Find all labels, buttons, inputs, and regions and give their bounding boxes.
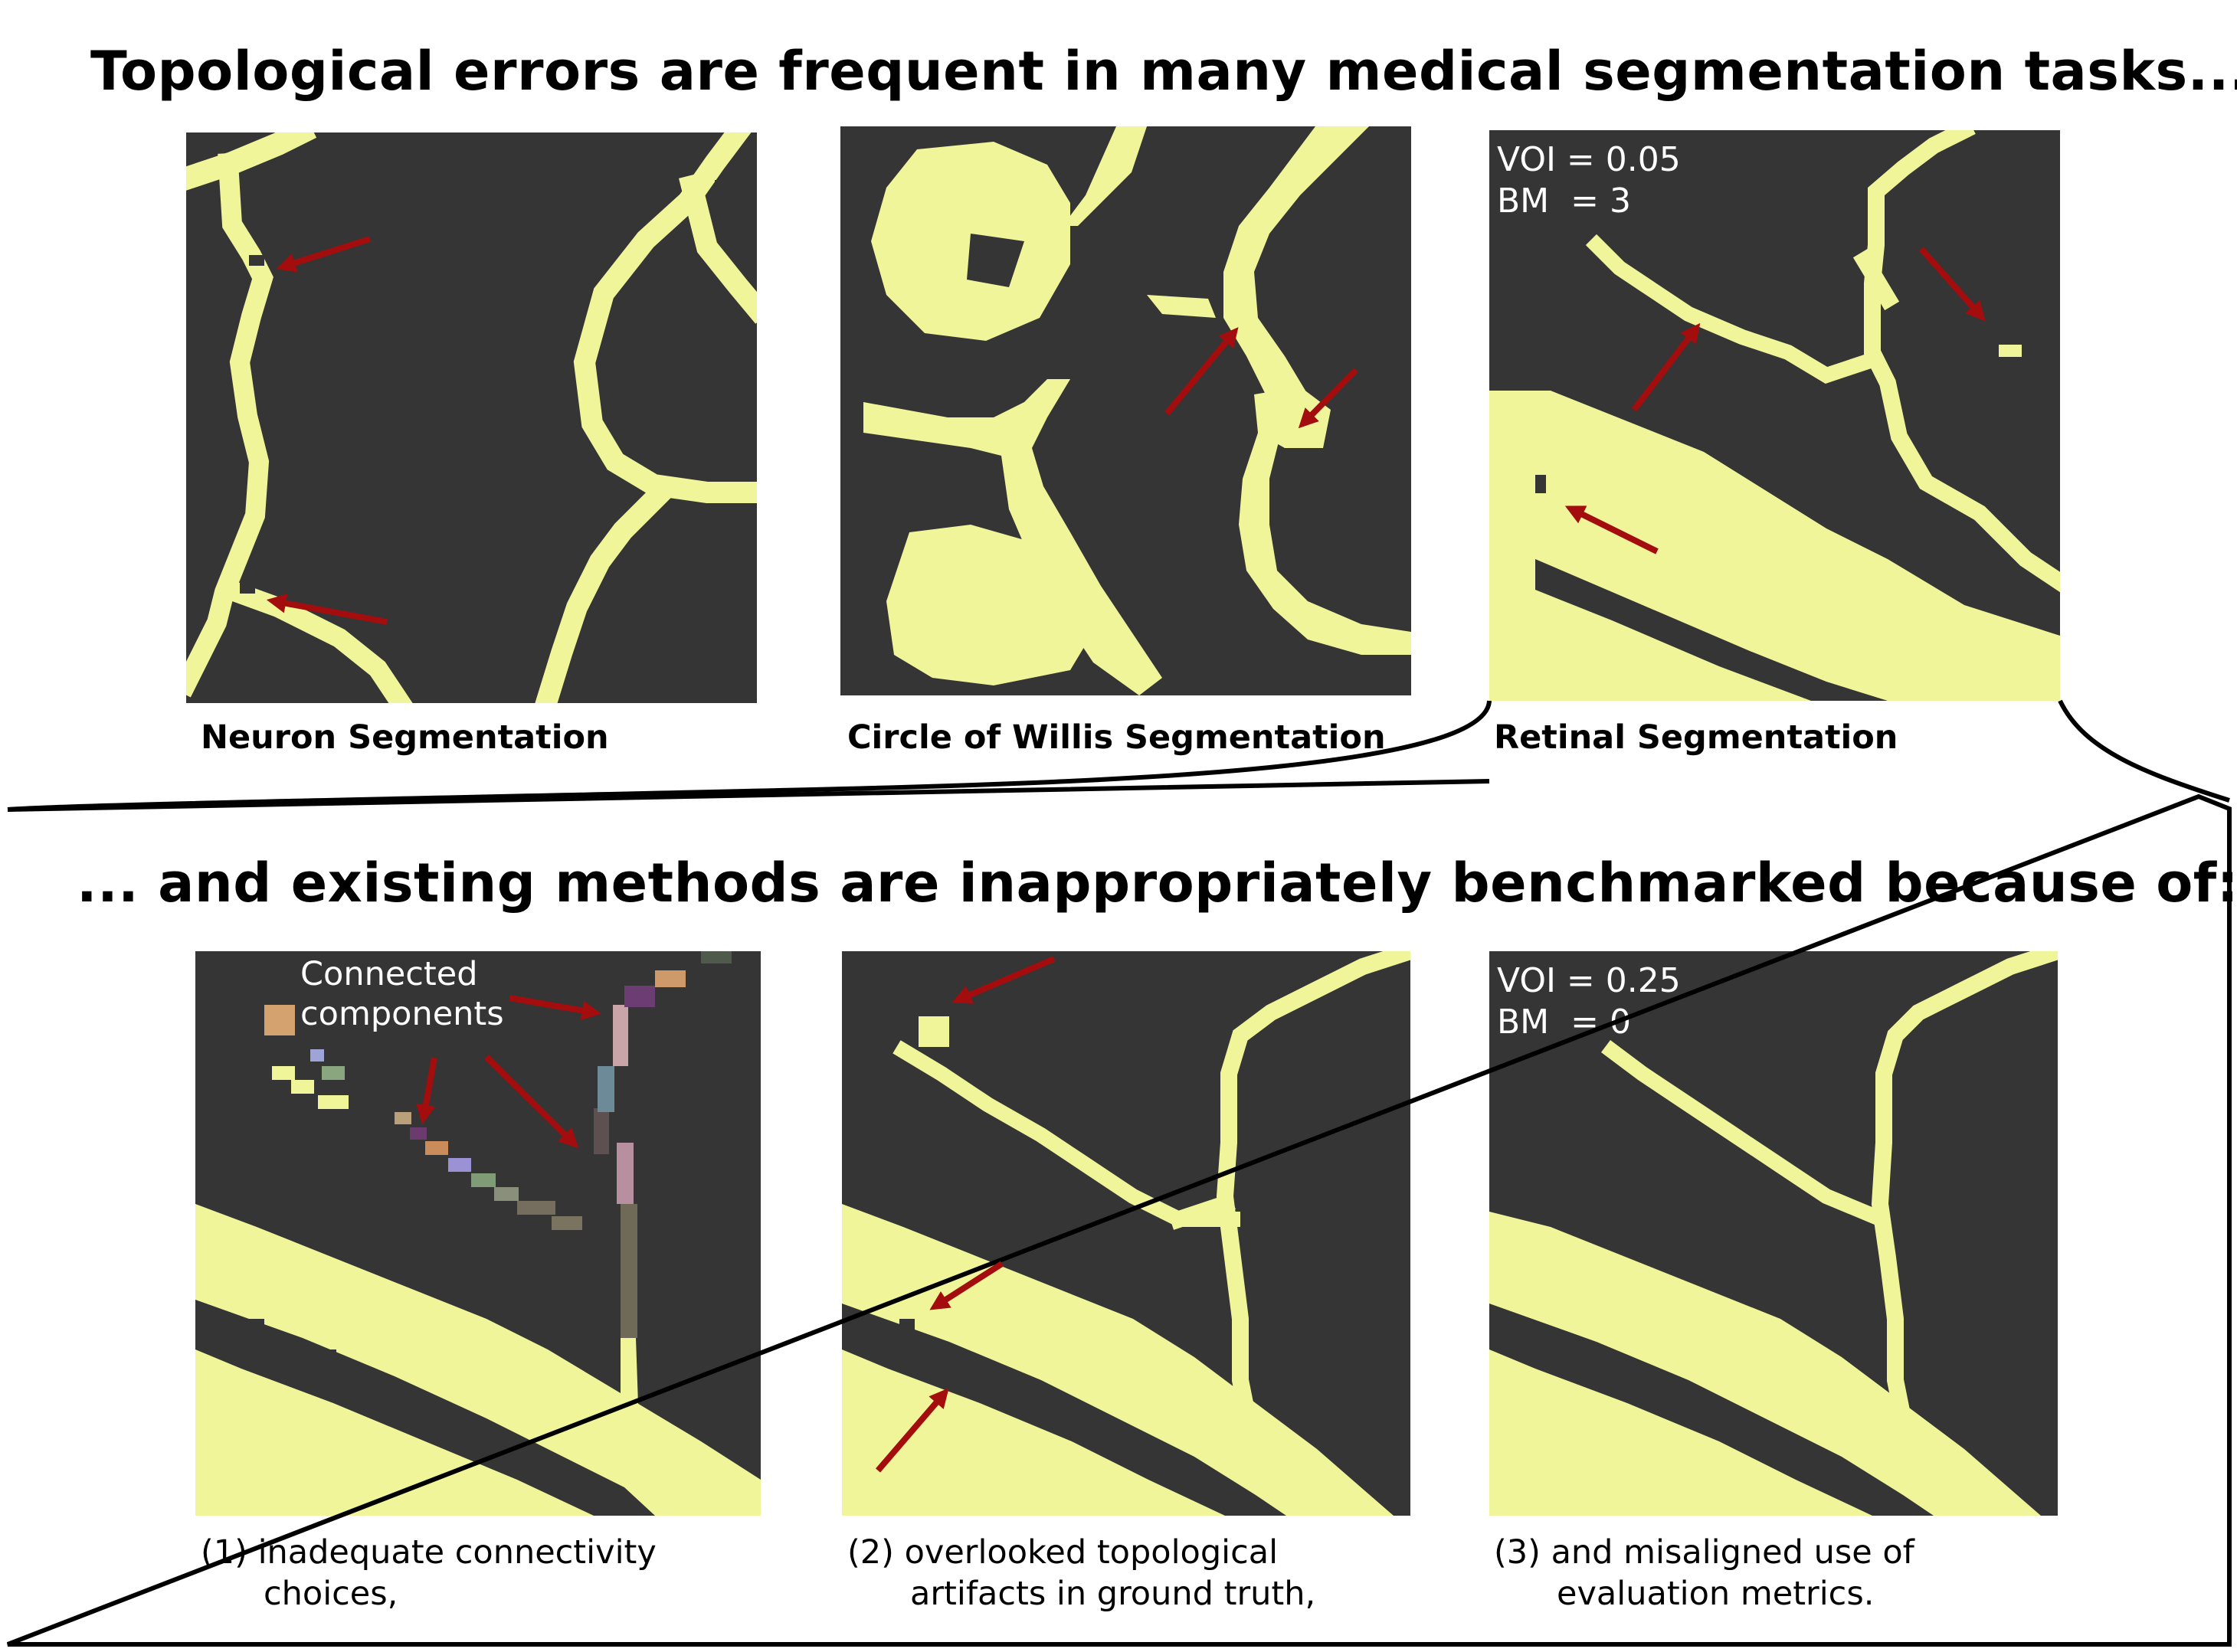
circle-of-willis-label: Circle of Willis Segmentation (847, 718, 1386, 757)
retinal-vessel-mask (1489, 130, 2060, 701)
neuron-segmentation-label: Neuron Segmentation (201, 718, 609, 757)
caption-2-line-1: (2) overlooked topological (847, 1533, 1279, 1572)
voi-value: VOI = 0.05 (1497, 140, 1681, 179)
retinal-segmentation-panel: VOI = 0.05 BM = 3 (1489, 130, 2060, 701)
bm-value: BM = 3 (1497, 182, 1631, 221)
ground-truth-mask (842, 951, 1410, 1516)
circle-of-willis-panel (840, 126, 1411, 695)
caption-1-line-2: choices, (201, 1575, 398, 1613)
caption-3-line-2: evaluation metrics. (1494, 1575, 1875, 1613)
voi-value-2: VOI = 0.25 (1497, 961, 1681, 1000)
caption-connectivity: (1) inadequate connectivity choices, (201, 1532, 657, 1614)
annotation-line-1: Connected (300, 955, 478, 993)
caption-2-line-2: artifacts in ground truth, (847, 1575, 1316, 1613)
neuron-vessel-mask (186, 132, 757, 703)
caption-1-line-1: (1) inadequate connectivity (201, 1533, 657, 1572)
connected-components-annotation: Connected components (300, 954, 504, 1034)
connectivity-mask (195, 951, 761, 1516)
cow-vessel-mask (863, 126, 1411, 695)
neuron-segmentation-panel (186, 132, 757, 703)
retinal-metrics: VOI = 0.05 BM = 3 (1497, 139, 1681, 222)
zoom-callout-right (2058, 699, 2230, 803)
main-title: Topological errors are frequent in many … (90, 40, 2237, 103)
caption-ground-truth: (2) overlooked topological artifacts in … (847, 1532, 1315, 1614)
metrics-panel: VOI = 0.25 BM = 0 (1489, 951, 2058, 1516)
section2-title: ... and existing methods are inappropria… (77, 852, 2237, 914)
caption-3-line-1: (3) and misaligned use of (1494, 1533, 1914, 1572)
panel3-metrics: VOI = 0.25 BM = 0 (1497, 960, 1681, 1043)
bm-value-2: BM = 0 (1497, 1003, 1631, 1042)
connectivity-panel: Connected components (195, 951, 761, 1516)
annotation-line-2: components (300, 995, 504, 1033)
retinal-segmentation-label: Retinal Segmentation (1494, 718, 1898, 757)
ground-truth-artifacts-panel (842, 951, 1410, 1516)
caption-metrics: (3) and misaligned use of evaluation met… (1494, 1532, 1914, 1614)
